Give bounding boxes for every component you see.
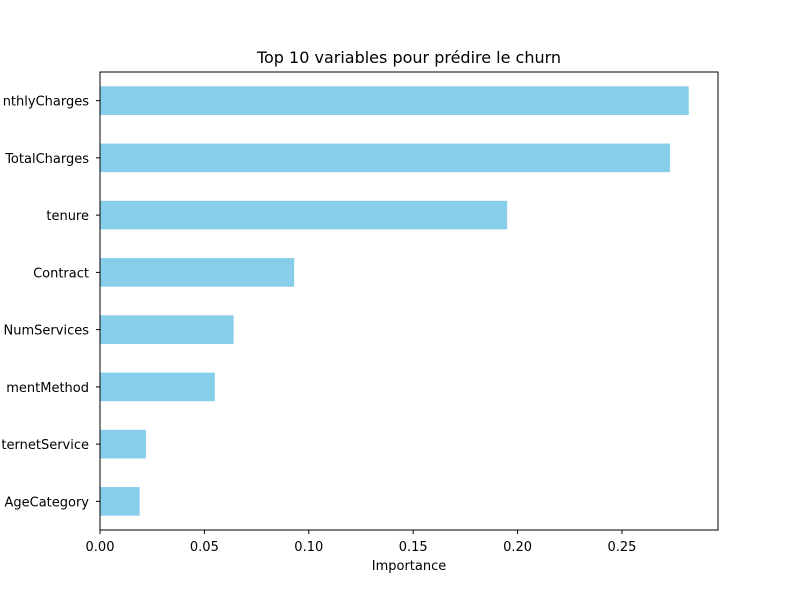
x-tick-label: 0.25 [607, 540, 636, 555]
bar-tenure [100, 200, 508, 230]
x-tick-label: 0.05 [190, 540, 219, 555]
chart-title: Top 10 variables pour prédire le churn [256, 48, 561, 67]
y-tick-label: AgeCategory [4, 495, 89, 510]
plot-frame [99, 71, 719, 531]
x-axis-label: Importance [372, 559, 447, 574]
x-tick-label: 0.20 [503, 540, 532, 555]
bar-TotalCharges [100, 143, 670, 173]
y-tick-label: tenure [46, 209, 89, 224]
y-tick-label: NumServices [4, 324, 90, 339]
y-tick-label: Contract [33, 266, 89, 281]
x-axis: 0.00 0.05 0.10 0.15 0.20 0.25 [86, 530, 636, 555]
bar-MonthlyCharges [100, 86, 689, 115]
bar-NumServices [100, 315, 234, 344]
bar-InternetService [100, 429, 146, 459]
y-tick-label: nthlyCharges [3, 95, 90, 110]
y-tick-label: TotalCharges [4, 152, 89, 167]
y-tick-label: ternetService [1, 438, 89, 453]
y-tick-label: mentMethod [6, 381, 89, 396]
x-tick-label: 0.10 [294, 540, 323, 555]
x-tick-label: 0.15 [399, 540, 428, 555]
bars-group [100, 86, 689, 516]
bar-PaymentMethod [100, 372, 215, 402]
y-axis: AgeCategory ternetService mentMethod NumSer… [1, 95, 100, 510]
bar-AgeCategory [100, 487, 140, 516]
bar-Contract [100, 258, 295, 287]
x-tick-label: 0.00 [86, 540, 115, 555]
